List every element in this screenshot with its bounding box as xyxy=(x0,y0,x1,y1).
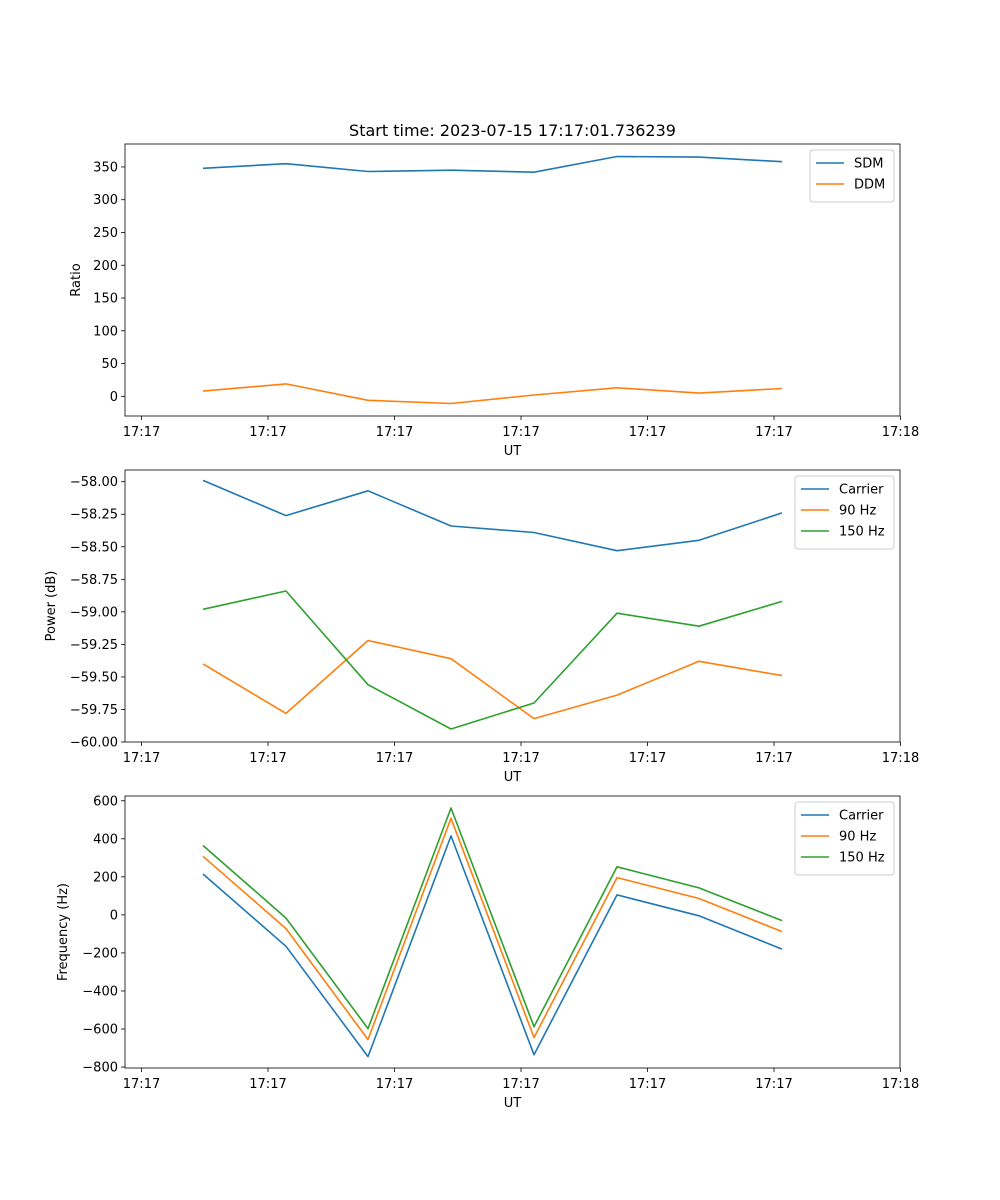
series-line-carrier xyxy=(202,835,783,1058)
x-axis-label: UT xyxy=(504,1096,522,1111)
x-tick-label: 17:17 xyxy=(376,425,413,440)
y-tick-label: 350 xyxy=(93,160,118,175)
y-tick-label: 150 xyxy=(93,292,118,307)
y-tick-label: −800 xyxy=(82,1061,118,1076)
y-tick-label: −60.00 xyxy=(70,736,118,751)
y-tick-label: 200 xyxy=(93,259,118,274)
y-tick-label: −58.00 xyxy=(70,475,118,490)
series-line-sdm xyxy=(202,155,783,173)
x-axis-label: UT xyxy=(504,444,522,459)
y-tick-label: 100 xyxy=(93,324,118,339)
y-tick-label: 50 xyxy=(101,357,118,372)
chart-panel-2: 17:17 17:17 17:17 17:17 17:17 17:17 17:18 −60.0… xyxy=(44,469,919,785)
x-tick-label: 17:17 xyxy=(123,751,160,766)
x-tick-label: 17:17 xyxy=(629,1077,666,1092)
y-tick-label: −59.00 xyxy=(70,605,118,620)
y-tick-label: 400 xyxy=(93,832,118,847)
x-tick-label: 17:17 xyxy=(755,751,792,766)
y-tick-label: 600 xyxy=(93,794,118,809)
series-line-ddm xyxy=(202,383,783,405)
x-tick-label: 17:17 xyxy=(376,751,413,766)
series-line-90-hz xyxy=(202,639,783,720)
y-axis-label: Frequency (Hz) xyxy=(56,883,71,981)
x-tick-label: 17:17 xyxy=(755,1077,792,1092)
y-tick-label: 250 xyxy=(93,226,118,241)
x-tick-label: 17:17 xyxy=(629,425,666,440)
legend: Carrier 90 Hz 150 Hz xyxy=(794,801,895,876)
chart-title: Start time: 2023-07-15 17:17:01.736239 xyxy=(349,121,676,140)
y-tick-label: 0 xyxy=(110,390,118,405)
chart-panel-3: 17:17 17:17 17:17 17:17 17:17 17:17 17:18 −800 −… xyxy=(56,794,919,1111)
legend-label: DDM xyxy=(854,178,885,193)
x-tick-label: 17:17 xyxy=(249,1077,286,1092)
x-tick-label: 17:18 xyxy=(882,751,919,766)
y-tick-label: −59.75 xyxy=(70,703,118,718)
y-tick-label: −600 xyxy=(82,1023,118,1038)
x-tick-label: 17:17 xyxy=(502,425,539,440)
y-tick-label: 0 xyxy=(110,908,118,923)
axes-frame xyxy=(124,795,901,1069)
x-tick-label: 17:17 xyxy=(249,425,286,440)
y-tick-label: 300 xyxy=(93,193,118,208)
legend-label: Carrier xyxy=(839,809,884,824)
y-tick-label: −200 xyxy=(82,946,118,961)
y-tick-label: −59.50 xyxy=(70,670,118,685)
x-tick-label: 17:17 xyxy=(123,425,160,440)
legend: Carrier 90 Hz 150 Hz xyxy=(794,475,895,550)
x-tick-label: 17:17 xyxy=(755,425,792,440)
x-tick-label: 17:18 xyxy=(882,425,919,440)
x-tick-label: 17:17 xyxy=(249,751,286,766)
legend-label: 150 Hz xyxy=(839,851,885,866)
legend-label: 150 Hz xyxy=(839,525,885,540)
y-tick-label: −58.50 xyxy=(70,540,118,555)
series-line-150-hz xyxy=(202,807,783,1030)
legend-label: SDM xyxy=(854,157,883,172)
axes-frame xyxy=(124,469,901,743)
chart-panel-1: Start time: 2023-07-15 17:17:01.736239 17… xyxy=(69,121,919,459)
series-line-150-hz xyxy=(202,590,783,730)
x-tick-label: 17:17 xyxy=(502,751,539,766)
series-line-carrier xyxy=(202,479,783,552)
series-line-90-hz xyxy=(202,817,783,1041)
y-tick-label: 200 xyxy=(93,870,118,885)
y-tick-label: −58.25 xyxy=(70,508,118,523)
y-tick-label: −58.75 xyxy=(70,573,118,588)
y-tick-label: −59.25 xyxy=(70,638,118,653)
legend-label: Carrier xyxy=(839,483,884,498)
y-axis-label: Ratio xyxy=(69,263,84,296)
y-axis-label: Power (dB) xyxy=(44,571,59,642)
x-tick-label: 17:18 xyxy=(882,1077,919,1092)
legend-label: 90 Hz xyxy=(839,504,876,519)
axes-frame xyxy=(124,143,901,417)
legend: SDM DDM xyxy=(809,149,895,203)
x-tick-label: 17:17 xyxy=(123,1077,160,1092)
x-tick-label: 17:17 xyxy=(629,751,666,766)
legend-label: 90 Hz xyxy=(839,830,876,845)
x-tick-label: 17:17 xyxy=(376,1077,413,1092)
x-axis-label: UT xyxy=(504,770,522,785)
x-tick-label: 17:17 xyxy=(502,1077,539,1092)
y-tick-label: −400 xyxy=(82,984,118,999)
